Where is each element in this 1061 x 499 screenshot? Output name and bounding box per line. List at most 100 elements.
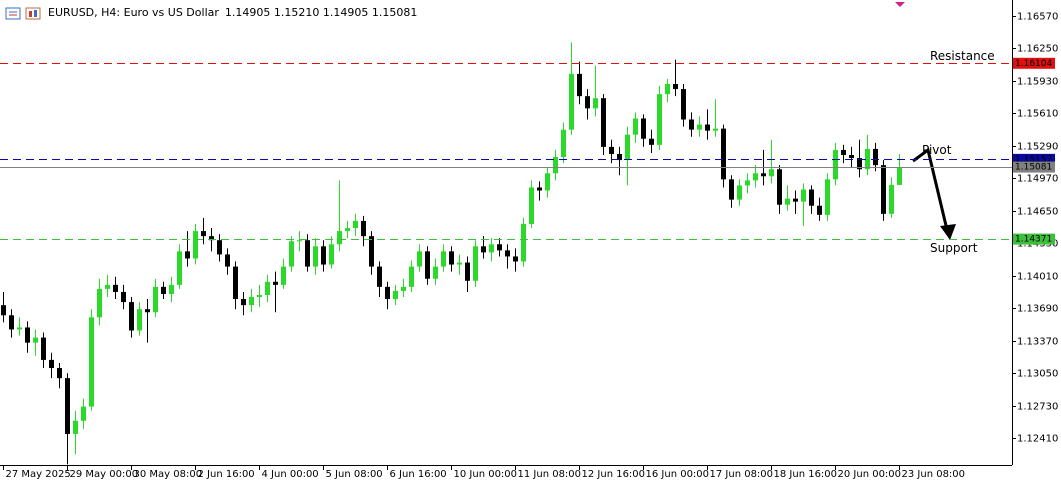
- candle-body: [345, 228, 350, 232]
- candle-body: [257, 294, 262, 298]
- candle-body: [41, 337, 46, 360]
- candle-body: [537, 187, 542, 191]
- candle-body: [889, 184, 894, 214]
- candle-body: [801, 189, 806, 202]
- candle-body: [609, 146, 614, 154]
- candle-body: [305, 240, 310, 267]
- candle-body: [833, 149, 838, 180]
- candle-body: [193, 231, 198, 259]
- candle-body: [777, 169, 782, 205]
- level-tag-label: 1.15157: [1015, 155, 1052, 165]
- candle-body: [401, 286, 406, 291]
- candle-body: [865, 148, 870, 170]
- candle-body: [521, 223, 526, 262]
- candle-body: [553, 157, 558, 174]
- candle-body: [121, 291, 126, 303]
- candle-body: [81, 406, 86, 421]
- candle-body: [433, 266, 438, 279]
- candle-body: [497, 244, 502, 251]
- icon: [34, 10, 37, 17]
- candle-body: [1, 305, 6, 316]
- candle-body: [441, 251, 446, 267]
- candle-body: [425, 251, 430, 279]
- candle-body: [689, 119, 694, 130]
- candle-body: [753, 173, 758, 181]
- candle-body: [633, 118, 638, 135]
- candle-body: [289, 241, 294, 267]
- candle-body: [297, 240, 302, 242]
- candle-body: [561, 129, 566, 158]
- x-tick-label: 23 Jun 08:00: [902, 469, 966, 480]
- candle-body: [569, 73, 574, 130]
- candle-body: [169, 284, 174, 294]
- candle-body: [281, 266, 286, 285]
- candle-body: [649, 138, 654, 145]
- candle-body: [73, 420, 78, 434]
- candle-body: [529, 187, 534, 224]
- level-name: Pivot: [922, 143, 952, 157]
- x-tick-label: 29 May 00:00: [70, 469, 139, 480]
- x-tick-label: 10 Jun 00:00: [454, 469, 518, 480]
- level-tag-label: 1.14371: [1015, 235, 1052, 245]
- y-tick-label: 1.13370: [1017, 337, 1058, 348]
- x-tick-label: 18 Jun 16:00: [774, 469, 838, 480]
- candle-body: [577, 73, 582, 97]
- icon: [5, 7, 21, 20]
- y-tick-label: 1.12730: [1017, 402, 1058, 413]
- candle-body: [641, 118, 646, 139]
- x-tick-label: 17 Jun 08:00: [710, 469, 774, 480]
- y-tick-label: 1.12410: [1017, 434, 1058, 445]
- candle-body: [785, 198, 790, 205]
- candle-body: [25, 327, 30, 343]
- candle-body: [657, 94, 662, 145]
- candle-body: [849, 155, 854, 159]
- candle-body: [369, 236, 374, 267]
- candle-body: [361, 220, 366, 237]
- x-tick-label: 5 Jun 08:00: [326, 469, 383, 480]
- candle-body: [729, 179, 734, 200]
- candle-body: [65, 378, 70, 434]
- candle-body: [897, 167, 902, 185]
- candle-body: [873, 148, 878, 166]
- marker: [895, 2, 905, 7]
- candle-body: [217, 240, 222, 255]
- candle-body: [697, 124, 702, 130]
- candle-body: [129, 302, 134, 331]
- y-tick-label: 1.15290: [1017, 142, 1058, 153]
- candle-body: [505, 250, 510, 257]
- candle-body: [809, 189, 814, 206]
- level-tag: [1013, 233, 1055, 245]
- x-tick-label: 12 Jun 16:00: [582, 469, 646, 480]
- level-tag: [1013, 57, 1055, 69]
- candle-body: [89, 317, 94, 407]
- candle-body: [177, 251, 182, 285]
- x-tick-label: 11 Jun 08:00: [518, 469, 582, 480]
- candle-body: [113, 284, 118, 292]
- candle-body: [153, 286, 158, 313]
- candle-body: [745, 180, 750, 186]
- candle-body: [241, 299, 246, 306]
- candle-body: [313, 246, 318, 267]
- quote: 1.14905 1.15210 1.14905 1.15081: [225, 6, 417, 19]
- candle-body: [161, 286, 166, 294]
- candle-body: [737, 185, 742, 200]
- arrow-line: [912, 147, 950, 235]
- x-tick-label: 27 May 2025: [6, 469, 71, 480]
- candle-body: [33, 337, 38, 343]
- x-tick-label: 6 Jun 16:00: [390, 469, 447, 480]
- x-tick-label: 16 Jun 00:00: [646, 469, 710, 480]
- candle-body: [337, 231, 342, 245]
- arrow-head: [940, 224, 956, 240]
- candle-body: [145, 309, 150, 313]
- candle-body: [545, 173, 550, 191]
- candle-body: [585, 96, 590, 109]
- candle-body: [137, 309, 142, 331]
- candle-body: [265, 281, 270, 295]
- y-tick-label: 1.15610: [1017, 109, 1058, 120]
- candle-body: [49, 359, 54, 369]
- level-tag: [1013, 153, 1055, 165]
- candle-body: [225, 254, 230, 267]
- x-tick-label: 4 Jun 00:00: [262, 469, 319, 480]
- candle-body: [489, 244, 494, 253]
